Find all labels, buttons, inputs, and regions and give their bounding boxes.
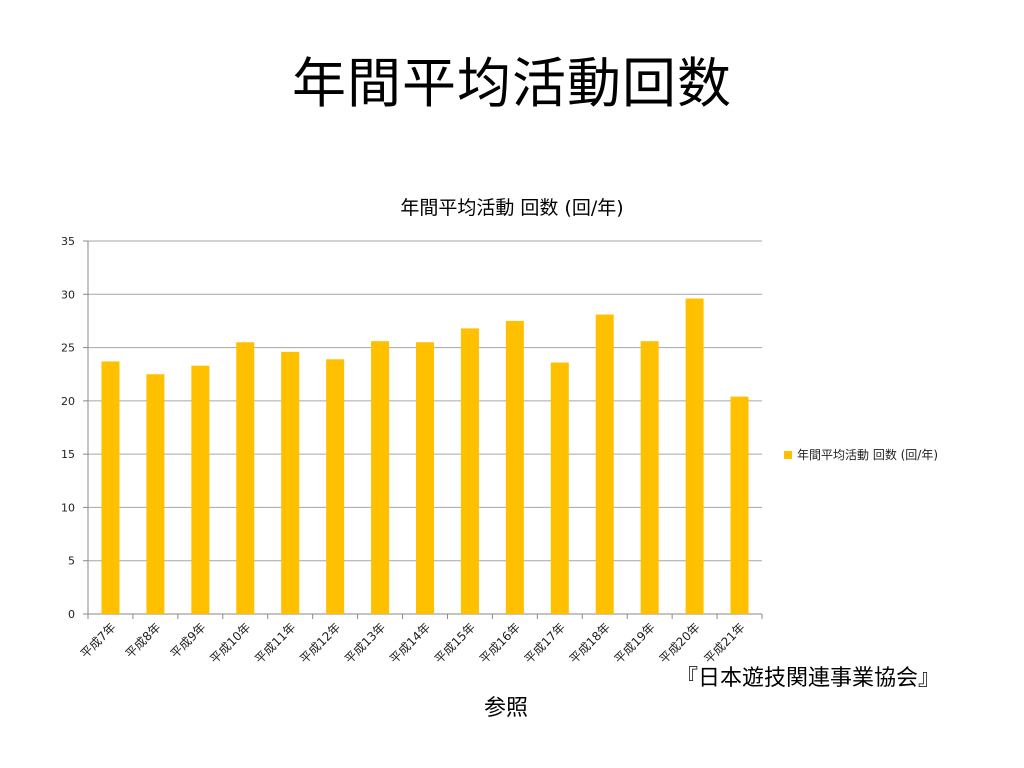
x-tick-label: 平成19年 xyxy=(612,620,658,666)
y-tick-label: 20 xyxy=(61,395,75,408)
y-tick-label: 35 xyxy=(61,235,75,248)
x-tick-label: 平成9年 xyxy=(168,620,209,661)
legend-swatch xyxy=(784,451,792,459)
x-tick-label: 平成11年 xyxy=(252,620,298,666)
x-tick-label: 平成10年 xyxy=(207,620,253,666)
legend-label: 年間平均活動 回数 (回/年) xyxy=(797,447,938,462)
y-axis-ticks: 0 5 10 15 20 25 30 35 xyxy=(61,235,75,621)
y-tick-label: 0 xyxy=(68,608,75,621)
y-tick-label: 25 xyxy=(61,342,75,355)
bar-chart: 年間平均活動 回数 (回/年) 05101520253035 平成7年 平成8年平… xyxy=(61,197,938,666)
bar xyxy=(550,362,569,614)
bars xyxy=(101,298,749,614)
bar xyxy=(101,361,120,614)
bar xyxy=(191,365,210,614)
bar xyxy=(685,298,704,614)
bar xyxy=(595,314,614,614)
bar xyxy=(236,342,255,614)
x-tick-label: 平成12年 xyxy=(297,620,343,666)
x-tick-label: 平成20年 xyxy=(657,620,703,666)
x-tick-label: 平成16年 xyxy=(477,620,523,666)
source-citation: 『日本遊技関連事業協会』 xyxy=(676,666,941,691)
x-tick-label: 平成8年 xyxy=(123,620,164,661)
source-reference: 参照 xyxy=(484,696,529,721)
bar xyxy=(416,342,434,614)
bar xyxy=(460,328,479,614)
y-tick-label: 15 xyxy=(61,448,75,461)
x-tick-label: 平成7年 xyxy=(78,620,119,661)
slide-title: 年間平均活動回数 xyxy=(292,52,732,115)
legend: 年間平均活動 回数 (回/年) xyxy=(784,447,938,462)
y-tick-label: 5 xyxy=(68,555,75,568)
x-tick-label: 平成15年 xyxy=(432,620,478,666)
bar xyxy=(371,341,390,614)
bar xyxy=(281,351,300,614)
x-tick-label: 平成21年 xyxy=(701,620,747,666)
bar xyxy=(326,359,345,614)
bar xyxy=(730,396,749,614)
chart-title: 年間平均活動 回数 (回/年) xyxy=(400,197,623,219)
x-axis-ticks: 平成7年 平成8年 平成9年平成10年平成11年平成12年平成13年平成14年平成1… xyxy=(78,614,763,666)
y-tick-label: 30 xyxy=(61,288,75,301)
x-tick-label: 平成17年 xyxy=(522,620,568,666)
x-tick-label: 平成14年 xyxy=(387,620,433,666)
x-tick-label: 平成18年 xyxy=(567,620,613,666)
bar xyxy=(505,320,524,614)
y-tick-label: 10 xyxy=(61,501,75,514)
bar xyxy=(640,341,659,614)
bar xyxy=(146,374,165,614)
x-tick-label: 平成13年 xyxy=(342,620,388,666)
